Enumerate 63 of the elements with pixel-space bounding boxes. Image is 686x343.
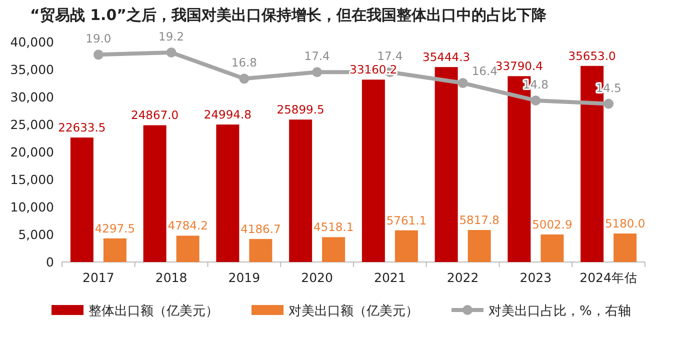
chart-title: “贸易战 1.0”之后，我国对美出口保持增长，但在我国整体出口中的占比下降 — [30, 6, 548, 24]
point — [604, 98, 614, 109]
x-tick-label: 2019 — [228, 270, 260, 285]
point — [458, 78, 468, 88]
data-label: 24994.8 — [204, 108, 252, 122]
data-label: 4297.5 — [94, 221, 136, 236]
data-label: 16.8 — [231, 56, 257, 70]
bar — [540, 234, 564, 262]
bar — [322, 237, 346, 262]
data-label: 4518.1 — [313, 220, 354, 234]
data-label: 5817.8 — [459, 213, 500, 227]
bar — [362, 80, 385, 262]
data-label: 16.4 — [472, 64, 498, 78]
point — [312, 67, 322, 78]
bar — [103, 238, 126, 262]
legend-label: 整体出口额（亿美元） — [88, 303, 218, 319]
legend-label: 对美出口占比，%，右轴 — [488, 303, 631, 319]
bar — [143, 125, 166, 262]
y-tick-label: 40,000 — [10, 34, 54, 50]
data-label: 22633.5 — [58, 120, 106, 135]
data-label: 4186.7 — [240, 222, 281, 236]
bar — [289, 120, 312, 262]
x-tick-label: 2020 — [301, 270, 334, 285]
data-label: 19.2 — [158, 29, 184, 44]
bar — [249, 238, 272, 262]
data-label: 19.0 — [86, 32, 112, 46]
x-tick-label: 2024年估 — [580, 270, 638, 285]
legend-label: 对美出口额（亿美元） — [288, 303, 418, 319]
point — [239, 74, 250, 84]
point — [166, 47, 176, 58]
y-tick-label: 5,000 — [18, 227, 54, 242]
bar — [394, 230, 418, 262]
data-label: 17.4 — [377, 49, 403, 64]
data-label: 35653.0 — [568, 48, 616, 63]
y-tick-label: 20,000 — [10, 144, 54, 160]
y-tick-label: 10,000 — [10, 200, 54, 214]
point — [93, 50, 104, 60]
data-label: 35444.3 — [422, 50, 470, 64]
bar — [614, 234, 637, 262]
data-label: 17.4 — [304, 49, 330, 64]
data-label: 25899.5 — [276, 102, 324, 117]
x-tick-label: 2022 — [446, 270, 479, 285]
bar — [468, 230, 491, 262]
data-label: 5761.1 — [386, 213, 427, 228]
data-label: 4784.2 — [168, 218, 208, 233]
bar — [176, 236, 200, 262]
y-tick-label: 15,000 — [10, 172, 54, 187]
x-tick-label: 2018 — [155, 270, 188, 285]
bar — [70, 138, 94, 262]
y-tick-label: 0 — [46, 254, 54, 270]
data-label: 33160.2 — [350, 62, 398, 77]
x-tick-label: 2017 — [82, 270, 114, 285]
point — [530, 95, 541, 106]
data-label: 5180.0 — [604, 216, 646, 231]
y-tick-label: 25,000 — [10, 117, 54, 132]
data-label: 5002.9 — [532, 217, 572, 232]
y-tick-label: 30,000 — [10, 90, 54, 104]
x-tick-label: 2021 — [374, 270, 406, 285]
y-tick-label: 35,000 — [10, 62, 54, 77]
bar — [434, 67, 458, 262]
x-tick-label: 2023 — [520, 270, 552, 285]
bar — [216, 124, 240, 262]
data-label: 24867.0 — [131, 108, 179, 122]
